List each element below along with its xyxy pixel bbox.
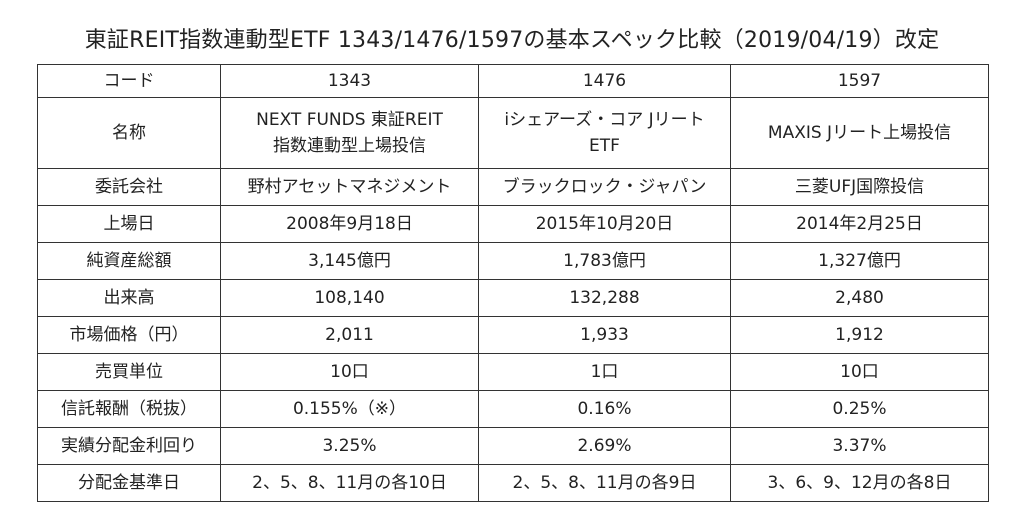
table-row: 上場日 2008年9月18日 2015年10月20日 2014年2月25日 [37, 205, 989, 243]
table-cell: 2014年2月25日 [730, 205, 989, 243]
table-cell: 0.155%（※） [220, 390, 479, 428]
header-code-label: コード [37, 64, 221, 98]
header-code-1343: 1343 [220, 64, 479, 98]
fund-name-1343: NEXT FUNDS 東証REIT 指数連動型上場投信 [220, 97, 479, 169]
row-label: 実績分配金利回り [37, 427, 221, 465]
table-cell: 10口 [220, 353, 479, 391]
row-label: 純資産総額 [37, 242, 221, 280]
spec-comparison-table: コード 1343 1476 1597 名称 NEXT FUNDS 東証REIT … [37, 64, 989, 502]
table-cell: 2015年10月20日 [478, 205, 731, 243]
table-row: 委託会社 野村アセットマネジメント ブラックロック・ジャパン 三菱UFJ国際投信 [37, 168, 989, 206]
table-cell: 3、6、9、12月の各8日 [730, 464, 989, 502]
fund-name-1476: iシェアーズ・コア Jリート ETF [478, 97, 731, 169]
fund-name-1597: MAXIS Jリート上場投信 [730, 97, 989, 169]
header-row: コード 1343 1476 1597 [37, 64, 989, 98]
table-cell: 0.16% [478, 390, 731, 428]
table-cell: 3.37% [730, 427, 989, 465]
row-label: 委託会社 [37, 168, 221, 206]
table-cell: 2008年9月18日 [220, 205, 479, 243]
table-row: 出来高 108,140 132,288 2,480 [37, 279, 989, 317]
row-label: 出来高 [37, 279, 221, 317]
row-label: 分配金基準日 [37, 464, 221, 502]
table-cell: 108,140 [220, 279, 479, 317]
row-label-name: 名称 [37, 97, 221, 169]
table-cell: 2、5、8、11月の各10日 [220, 464, 479, 502]
table-row: 売買単位 10口 1口 10口 [37, 353, 989, 391]
header-code-1597: 1597 [730, 64, 989, 98]
fund-name-1343-line2: 指数連動型上場投信 [273, 136, 426, 156]
table-row: 純資産総額 3,145億円 1,783億円 1,327億円 [37, 242, 989, 280]
table-row: 分配金基準日 2、5、8、11月の各10日 2、5、8、11月の各9日 3、6、… [37, 464, 989, 502]
table-cell: 野村アセットマネジメント [220, 168, 479, 206]
table-cell: 0.25% [730, 390, 989, 428]
table-row: 信託報酬（税抜） 0.155%（※） 0.16% 0.25% [37, 390, 989, 428]
header-code-1476: 1476 [478, 64, 731, 98]
table-cell: 1口 [478, 353, 731, 391]
table-cell: 3,145億円 [220, 242, 479, 280]
page-title: 東証REIT指数連動型ETF 1343/1476/1597の基本スペック比較（2… [84, 28, 940, 53]
row-label: 市場価格（円） [37, 316, 221, 354]
table-cell: 2、5、8、11月の各9日 [478, 464, 731, 502]
table-cell: ブラックロック・ジャパン [478, 168, 731, 206]
table-cell: 1,912 [730, 316, 989, 354]
table-cell: 2,011 [220, 316, 479, 354]
table-cell: 3.25% [220, 427, 479, 465]
table-cell: 10口 [730, 353, 989, 391]
table-row: 実績分配金利回り 3.25% 2.69% 3.37% [37, 427, 989, 465]
fund-name-1476-line2: ETF [589, 136, 620, 156]
table-cell: 132,288 [478, 279, 731, 317]
row-label: 信託報酬（税抜） [37, 390, 221, 428]
name-row: 名称 NEXT FUNDS 東証REIT 指数連動型上場投信 iシェアーズ・コア… [37, 97, 989, 169]
fund-name-1343-line1: NEXT FUNDS 東証REIT [256, 109, 443, 130]
table-cell: 1,327億円 [730, 242, 989, 280]
table-cell: 1,933 [478, 316, 731, 354]
table-cell: 1,783億円 [478, 242, 731, 280]
row-label: 上場日 [37, 205, 221, 243]
fund-name-1476-line1: iシェアーズ・コア Jリート [504, 109, 705, 130]
row-label: 売買単位 [37, 353, 221, 391]
table-cell: 2.69% [478, 427, 731, 465]
table-row: 市場価格（円） 2,011 1,933 1,912 [37, 316, 989, 354]
table-cell: 三菱UFJ国際投信 [730, 168, 989, 206]
table-cell: 2,480 [730, 279, 989, 317]
